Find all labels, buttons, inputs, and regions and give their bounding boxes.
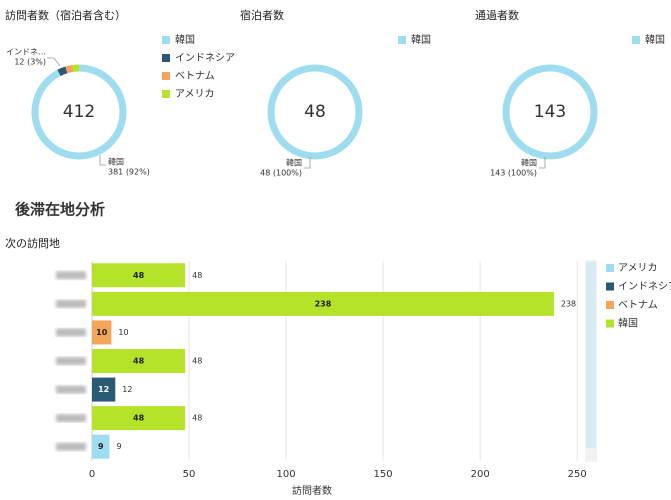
x-tick-label: 200: [471, 469, 490, 480]
bar: [92, 320, 112, 345]
bar-total-label: 48: [192, 357, 202, 366]
legend-swatch: [606, 282, 614, 291]
bar: [92, 377, 116, 402]
x-tick-label: 100: [277, 469, 296, 480]
callout-line: [99, 155, 106, 166]
bar-inner-label: 9: [98, 442, 104, 451]
legend-swatch: [606, 301, 614, 309]
scrollbar-thumb[interactable]: [586, 262, 596, 448]
x-tick-label: 150: [374, 469, 393, 480]
donut-segment: [267, 64, 363, 160]
legend-swatch: [162, 54, 170, 62]
donut-segment: [31, 64, 127, 160]
legend-label: インドネシア: [175, 52, 235, 64]
bar-inner-label: 48: [133, 357, 145, 366]
callout-value: 12 (3%): [14, 58, 46, 67]
donut-total: 412: [63, 102, 95, 122]
bar: [92, 291, 554, 316]
category-label-blurred: [56, 357, 86, 365]
bar-total-label: 48: [192, 271, 202, 280]
bar-inner-label: 10: [96, 328, 108, 337]
chart-title: 宿泊者数: [240, 8, 284, 22]
callout-value: 143 (100%): [490, 169, 537, 178]
bar-inner-label: 12: [98, 385, 109, 394]
legend-label: 韓国: [175, 34, 195, 46]
category-label-blurred: [56, 271, 86, 280]
callout-value: 48 (100%): [260, 169, 302, 178]
bar-total-label: 238: [561, 299, 576, 308]
callout-name: 韓国: [286, 158, 302, 168]
bar-inner-label: 48: [133, 414, 145, 423]
category-label-blurred: [56, 328, 86, 337]
bar-total-label: 48: [192, 414, 202, 423]
callout-value: 381 (92%): [108, 168, 150, 177]
legend-label: 韓国: [618, 318, 638, 330]
legend-swatch: [632, 36, 640, 44]
callout-name: 韓国: [521, 158, 537, 168]
category-label-blurred: [56, 385, 86, 394]
bar: [92, 434, 110, 459]
chart-title: 通過者数: [475, 9, 519, 22]
x-axis-label: 訪問者数: [292, 484, 332, 497]
bar-total-label: 9: [116, 442, 121, 451]
bar: [92, 263, 186, 288]
x-tick-label: 50: [183, 469, 196, 480]
donut-segment: [502, 64, 598, 160]
callout-line: [304, 157, 311, 169]
donut-total: 48: [304, 102, 326, 122]
legend-label: アメリカ: [618, 262, 658, 274]
bar-inner-label: 238: [315, 299, 332, 308]
x-tick-label: 250: [568, 469, 587, 480]
legend-label: ベトナム: [175, 70, 215, 82]
legend-label: 韓国: [645, 34, 665, 46]
callout-name: インドネ…: [6, 48, 46, 57]
legend-swatch: [606, 264, 614, 272]
donut-segment: [65, 64, 74, 74]
legend-label: インドネシア: [618, 281, 671, 293]
chart-title: 次の訪問地: [5, 236, 60, 250]
category-label-blurred: [56, 414, 86, 423]
callout-line: [47, 57, 61, 67]
callout-line: [539, 157, 546, 169]
bar-total-label: 10: [118, 328, 128, 337]
legend-swatch: [162, 90, 170, 98]
legend-swatch: [162, 72, 170, 80]
chart-title: 訪問者数（宿泊者含む）: [5, 8, 126, 22]
legend-swatch: [398, 36, 406, 44]
x-tick-label: 0: [89, 469, 95, 480]
category-label-blurred: [56, 299, 86, 308]
donut-total: 143: [534, 102, 566, 122]
bar: [92, 406, 186, 431]
donut-segment: [57, 66, 68, 76]
bar-inner-label: 48: [133, 271, 145, 280]
legend-swatch: [162, 36, 170, 44]
section-title: 後滞在地分析: [14, 201, 105, 219]
bar: [92, 349, 186, 373]
bar-total-label: 12: [122, 385, 132, 394]
callout-name: 韓国: [108, 157, 124, 167]
legend-label: アメリカ: [175, 88, 215, 100]
legend-swatch: [606, 319, 614, 328]
legend-label: 韓国: [411, 34, 431, 46]
category-label-blurred: [56, 442, 86, 451]
legend-label: ベトナム: [618, 299, 658, 311]
